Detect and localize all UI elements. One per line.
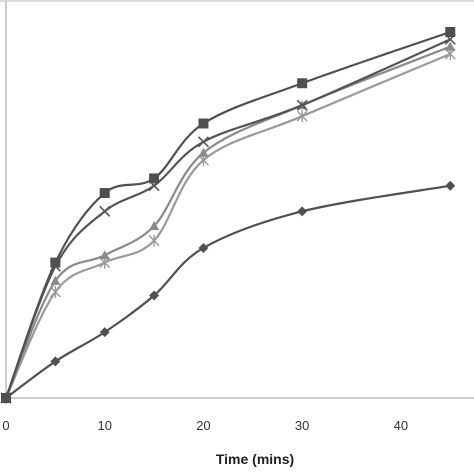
x-axis-title: Time (mins): [216, 451, 294, 467]
x-tick-label: 10: [97, 418, 111, 433]
data-point: [99, 205, 111, 217]
data-point: [149, 173, 160, 184]
data-point: [297, 78, 308, 89]
data-point: [198, 118, 209, 129]
data-point: [445, 180, 456, 191]
x-tick-label: 40: [394, 418, 408, 433]
series-square: [1, 27, 456, 403]
data-point: [297, 206, 308, 217]
series-triangle: [1, 41, 456, 402]
chart-frame: [0, 0, 474, 399]
x-tick-labels: 0 10 20 30 40: [2, 418, 408, 433]
series-x: [0, 33, 456, 404]
series-line: [4, 38, 451, 399]
data-point: [50, 257, 61, 268]
x-tick-label: 20: [196, 418, 210, 433]
series-asterisk: [0, 47, 456, 404]
data-point: [197, 136, 210, 148]
series-line: [4, 30, 451, 399]
data-point: [50, 356, 61, 367]
x-tick-label: 0: [2, 418, 9, 433]
data-point: [445, 41, 456, 51]
data-point: [99, 327, 110, 338]
data-point: [198, 147, 209, 157]
x-tick-label: 30: [295, 418, 309, 433]
data-point: [1, 393, 11, 403]
data-point: [296, 99, 308, 111]
data-point: [296, 110, 308, 123]
series-line: [4, 45, 451, 399]
series-line: [5, 52, 451, 399]
data-point: [99, 250, 110, 260]
data-point: [149, 290, 160, 301]
data-point: [50, 275, 61, 285]
data-point: [99, 188, 110, 199]
series-line: [5, 184, 451, 399]
data-point: [445, 27, 456, 37]
series-layer: [0, 27, 456, 404]
data-point: [49, 285, 61, 298]
data-point: [148, 234, 160, 247]
series-diamond: [1, 180, 456, 403]
data-point: [198, 242, 209, 253]
data-point: [149, 220, 160, 230]
